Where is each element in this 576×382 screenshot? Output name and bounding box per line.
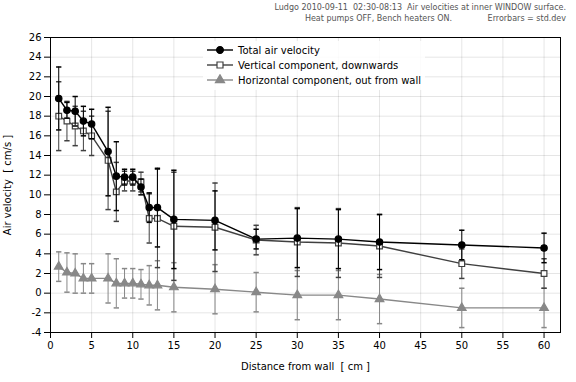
svg-text:10: 10: [126, 339, 139, 350]
svg-text:15: 15: [168, 339, 181, 350]
svg-text:25: 25: [250, 339, 263, 350]
svg-text:Distance from wall [ cm ]: Distance from wall [ cm ]: [241, 360, 370, 371]
svg-text:12: 12: [29, 169, 42, 180]
svg-text:-2: -2: [32, 307, 42, 318]
svg-text:6: 6: [35, 228, 41, 239]
svg-text:20: 20: [209, 339, 222, 350]
svg-text:55: 55: [497, 339, 510, 350]
svg-text:50: 50: [455, 339, 468, 350]
svg-text:35: 35: [332, 339, 345, 350]
svg-text:24: 24: [29, 51, 42, 62]
svg-text:8: 8: [35, 208, 41, 219]
svg-text:14: 14: [29, 149, 42, 160]
svg-text:45: 45: [414, 339, 427, 350]
svg-text:4: 4: [35, 248, 41, 259]
svg-text:0: 0: [47, 339, 53, 350]
svg-text:26: 26: [29, 31, 42, 42]
svg-text:22: 22: [29, 71, 42, 82]
svg-text:20: 20: [29, 90, 42, 101]
svg-text:5: 5: [88, 339, 94, 350]
svg-text:2: 2: [35, 267, 41, 278]
svg-text:0: 0: [35, 287, 41, 298]
svg-text:40: 40: [373, 339, 386, 350]
svg-text:16: 16: [29, 130, 42, 141]
svg-text:30: 30: [291, 339, 304, 350]
svg-text:-4: -4: [32, 326, 42, 337]
svg-text:18: 18: [29, 110, 42, 121]
html-text:Ludgo 2010-09-11 02:30-08:13 A: Ludgo 2010-09-11 02:30-08:13 Air velocit…: [274, 3, 566, 23]
html-text:Horizontal component, out from: Horizontal component, out from wall: [238, 74, 421, 86]
svg-text:10: 10: [29, 189, 42, 200]
svg-text:Air velocity [ cm/s ]: Air velocity [ cm/s ]: [2, 134, 13, 234]
html-text:Vertical component, downwards: Vertical component, downwards: [238, 59, 399, 71]
svg-text:60: 60: [538, 339, 551, 350]
html-text:Total air velocity: Total air velocity: [238, 44, 320, 56]
